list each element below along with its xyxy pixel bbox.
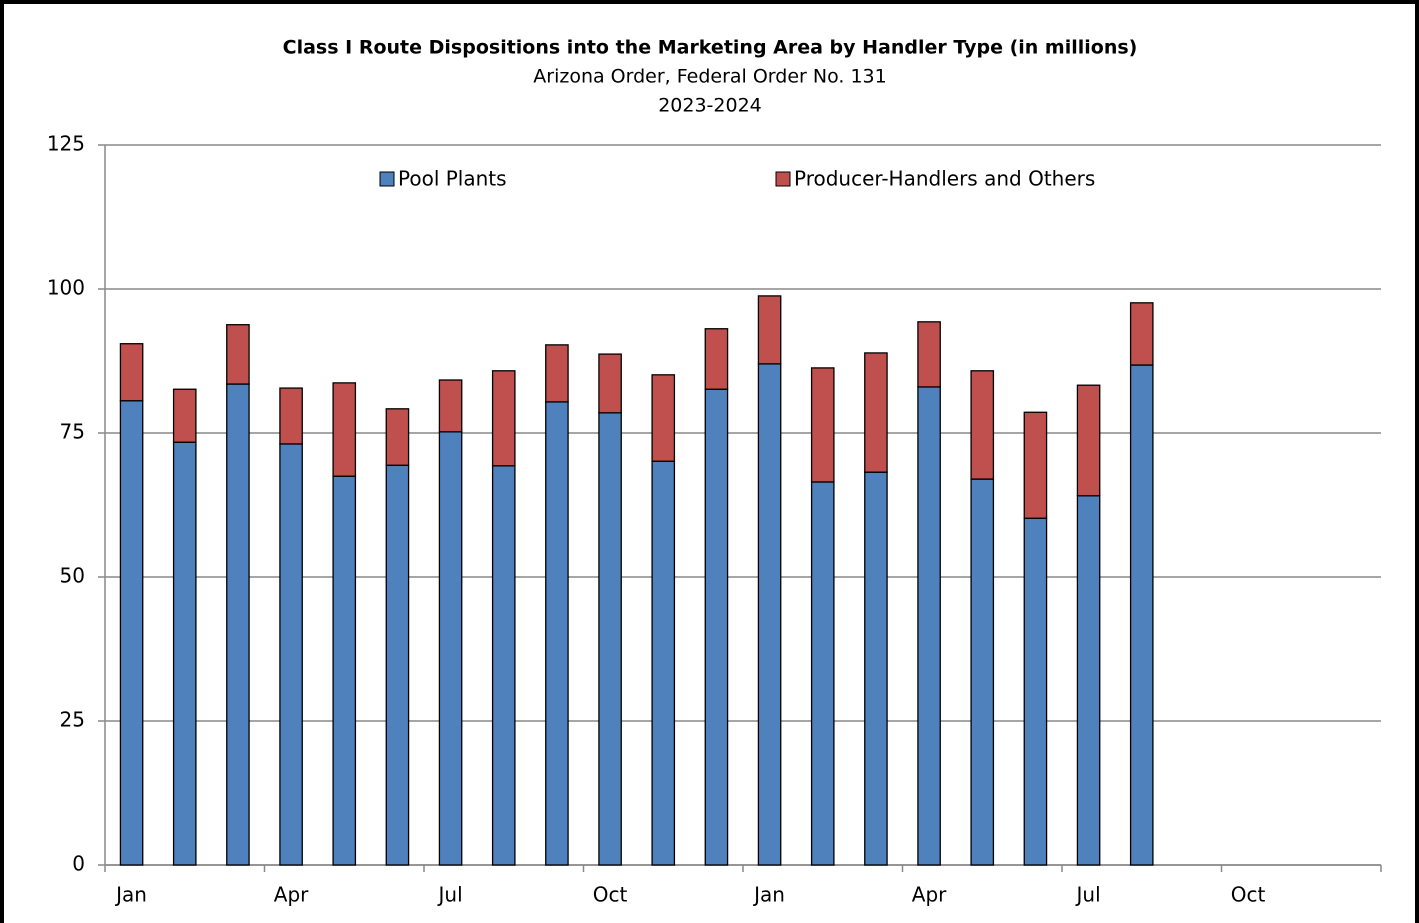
x-tick-label: Jul (437, 883, 463, 907)
bar-segment (1023, 411, 1048, 519)
y-tick-label: 25 (60, 708, 85, 732)
bar-segment (1076, 495, 1101, 866)
bar-segment (491, 370, 516, 467)
bar-segment (1129, 302, 1154, 366)
bar-segment (491, 465, 516, 866)
bar-segment (970, 370, 995, 480)
y-tick-label: 100 (47, 276, 85, 300)
x-tick-label: Oct (1231, 883, 1266, 907)
bar-segment (332, 382, 357, 477)
bar-segment (1076, 384, 1101, 497)
bar-segment (917, 321, 941, 388)
bar-segment (598, 353, 622, 414)
chart-title: Class I Route Dispositions into the Mark… (283, 37, 1138, 59)
bar-segment (226, 383, 250, 866)
bar-segment (226, 324, 250, 385)
bar-segment (704, 328, 729, 390)
bar-segment (651, 374, 676, 462)
legend-swatch (775, 171, 791, 187)
bar-segment (1129, 364, 1154, 866)
y-tick-label: 50 (60, 564, 85, 588)
x-tick-label: Apr (274, 883, 309, 907)
legend-label: Pool Plants (398, 167, 507, 191)
bar-segment (810, 481, 835, 866)
bar-segment (279, 443, 303, 866)
bar-segment (172, 441, 197, 866)
x-tick-label: Oct (593, 883, 628, 907)
bar-segment (757, 295, 782, 365)
bar-segment (917, 386, 941, 866)
bar-segment (864, 352, 888, 473)
bar-segment (651, 460, 676, 866)
legend-swatch (379, 171, 395, 187)
x-tick-label: Jul (1075, 883, 1101, 907)
bar-segment (438, 379, 463, 433)
chart-subtitle: Arizona Order, Federal Order No. 131 (533, 66, 886, 88)
bar-segment (279, 387, 303, 445)
bar-segment (119, 343, 144, 402)
x-tick-label: Jan (114, 883, 147, 907)
chart-subtitle: 2023-2024 (658, 95, 762, 117)
bar-segment (970, 478, 995, 866)
bar-segment (438, 431, 463, 866)
bar-segment (385, 464, 410, 866)
bar-segment (1023, 517, 1048, 866)
y-tick-label: 0 (72, 852, 85, 876)
bar-segment (385, 408, 410, 466)
bar-segment (810, 367, 835, 483)
bar-segment (172, 388, 197, 443)
x-tick-label: Jan (752, 883, 785, 907)
bar-segment (545, 344, 569, 403)
bar-segment (704, 388, 729, 866)
bar-segment (332, 475, 357, 866)
bar-segment (757, 363, 782, 866)
x-tick-label: Apr (912, 883, 947, 907)
bar-segment (864, 471, 888, 866)
bar-segment (598, 412, 622, 866)
legend-label: Producer-Handlers and Others (794, 167, 1095, 191)
y-tick-label: 75 (60, 420, 85, 444)
y-tick-label: 125 (47, 132, 85, 156)
bar-segment (119, 400, 144, 866)
bar-segment (545, 401, 569, 866)
